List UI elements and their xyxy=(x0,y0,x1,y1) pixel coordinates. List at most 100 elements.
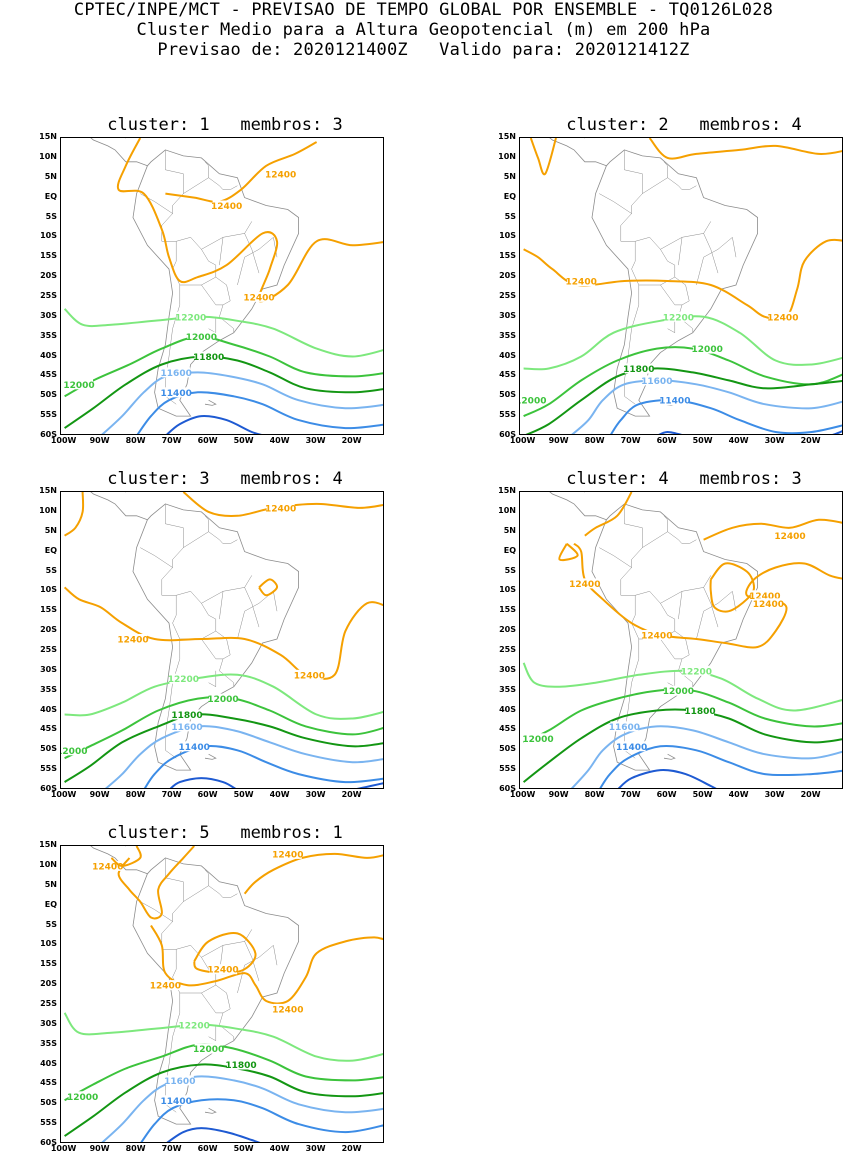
lon-tick-label: 30W xyxy=(764,436,785,445)
lon-tick-label: 70W xyxy=(161,436,182,445)
contour-label: 12400 xyxy=(92,862,123,872)
contour-label-background xyxy=(273,848,302,859)
contour-label-background xyxy=(750,590,779,601)
lat-tick-label: 5N xyxy=(44,879,57,889)
coastline xyxy=(549,138,607,167)
contour-label-background xyxy=(245,291,273,302)
lon-tick-label: 20W xyxy=(800,790,821,799)
lat-tick-label: 60S xyxy=(40,1138,57,1147)
contour-label-background xyxy=(187,331,216,342)
coastline xyxy=(90,846,148,875)
country-border xyxy=(624,149,643,214)
lat-tick-label: 15S xyxy=(499,605,516,615)
lat-tick-label: 25S xyxy=(40,290,57,300)
lon-tick-label: 100W xyxy=(50,790,77,799)
lon-tick-label: 40W xyxy=(269,1144,290,1153)
contour-label-background xyxy=(768,311,797,322)
contour-label-background xyxy=(165,1075,194,1086)
lat-tick-label: 10S xyxy=(40,939,57,949)
contour-label-background xyxy=(266,168,295,179)
contour-label-background xyxy=(567,276,596,286)
lat-tick-label: 50S xyxy=(40,1098,57,1108)
contour-label: 12200 xyxy=(179,1021,210,1031)
lat-tick-label: 30S xyxy=(40,664,57,674)
lat-tick-label: 60S xyxy=(499,430,516,439)
lat-tick-label: EQ xyxy=(44,899,57,909)
contour-label: 11400 xyxy=(179,743,210,753)
contour-label-background xyxy=(266,502,295,513)
contour-label-background xyxy=(180,1019,209,1030)
lon-tick-label: 80W xyxy=(125,1144,146,1153)
map-panel-cluster-1: cluster: 1 membros: 3 12400 12400 12400 122… xyxy=(20,115,390,455)
lat-tick-label: 50S xyxy=(40,744,57,754)
contour-label: 12000 xyxy=(663,687,694,697)
contour-label: 12400 xyxy=(117,636,148,646)
coastline xyxy=(90,492,148,521)
country-border xyxy=(208,177,238,190)
lon-tick-label: 30W xyxy=(305,436,326,445)
lon-tick-label: 20W xyxy=(341,436,362,445)
contour-label-background xyxy=(119,634,147,644)
lon-tick-label: 30W xyxy=(764,790,785,799)
contour-12400 xyxy=(243,852,383,895)
country-border xyxy=(678,237,683,266)
lat-tick-label: 30S xyxy=(499,664,516,674)
country-border xyxy=(219,658,235,687)
lon-tick-label: 90W xyxy=(548,790,569,799)
contour-label-background xyxy=(754,598,783,609)
contour-11600 xyxy=(570,725,842,788)
lat-tick-label: 5S xyxy=(45,565,57,575)
lon-tick-label: 100W xyxy=(50,1144,77,1153)
country-border xyxy=(599,547,636,624)
lat-tick-label: 5N xyxy=(44,525,57,535)
contour-label-background xyxy=(624,363,653,374)
panel-title: cluster: 1 membros: 3 xyxy=(107,115,343,135)
lat-tick-label: 35S xyxy=(499,684,516,694)
lat-tick-label: 10S xyxy=(499,231,516,241)
panel-title: cluster: 3 membros: 4 xyxy=(107,469,343,489)
contour-label-background xyxy=(642,375,671,386)
contour-11400 xyxy=(599,744,842,788)
coastline xyxy=(132,149,299,417)
country-border xyxy=(219,591,224,620)
country-border xyxy=(237,249,260,286)
contour-label-background xyxy=(151,980,180,991)
lat-tick-label: 5S xyxy=(504,565,516,575)
contour-label: 12400 xyxy=(272,850,303,860)
contour-label: 12400 xyxy=(569,580,600,590)
country-border xyxy=(208,885,238,898)
lat-tick-label: 15S xyxy=(40,959,57,969)
lat-tick-label: 20S xyxy=(40,271,57,281)
lat-tick-label: 10N xyxy=(39,151,57,161)
header-line-3: Previsao de: 2020121400Z Valido para: 20… xyxy=(157,40,690,60)
lat-tick-label: 15N xyxy=(39,486,57,495)
lon-tick-label: 80W xyxy=(125,436,146,445)
contour-label-background xyxy=(65,379,93,390)
country-border xyxy=(165,857,184,922)
country-border xyxy=(678,658,694,687)
lat-tick-label: 10N xyxy=(498,151,516,161)
lat-tick-label: 25S xyxy=(40,644,57,654)
contour-11400 xyxy=(136,391,383,434)
contour-label-background xyxy=(180,741,209,752)
contour-label: 11600 xyxy=(161,369,192,379)
contour-11800 xyxy=(64,1063,383,1137)
contour-11200 xyxy=(658,431,683,434)
map-canvas: 12400 12400 12400 12400 12400 12200 12000 12000… xyxy=(63,846,383,1142)
contour-label: 12400 xyxy=(265,504,296,514)
header-line-2: Cluster Medio para a Altura Geopotencial… xyxy=(136,20,711,40)
contour-12000 xyxy=(64,1043,383,1102)
lon-tick-label: 80W xyxy=(125,790,146,799)
contour-label-background xyxy=(209,964,237,975)
contour-12200 xyxy=(63,308,383,358)
contour-label: 12400 xyxy=(749,592,780,602)
contour-label-background xyxy=(682,665,711,676)
contour-label: 12400 xyxy=(265,170,296,180)
contour-label-background xyxy=(664,685,693,696)
contour-label: 12400 xyxy=(272,1005,303,1015)
contour-label: 12400 xyxy=(211,202,242,212)
country-border xyxy=(165,503,184,568)
contour-12200 xyxy=(63,1012,383,1062)
lat-tick-label: 5N xyxy=(503,171,516,181)
